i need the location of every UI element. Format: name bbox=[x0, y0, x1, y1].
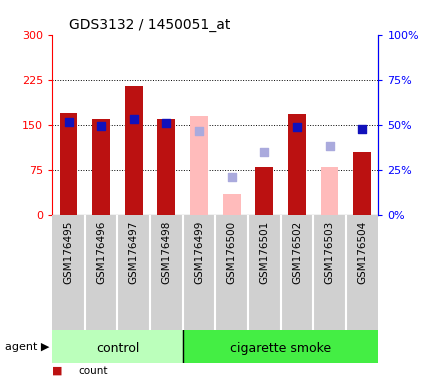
Point bbox=[358, 126, 365, 132]
Bar bbox=[85, 215, 117, 330]
Point bbox=[97, 123, 105, 129]
Bar bbox=[125, 86, 142, 215]
Text: GSM176504: GSM176504 bbox=[356, 221, 366, 284]
Bar bbox=[247, 215, 280, 330]
Text: GSM176503: GSM176503 bbox=[324, 221, 334, 284]
Point bbox=[227, 174, 234, 180]
Bar bbox=[190, 116, 207, 215]
Text: GSM176496: GSM176496 bbox=[96, 221, 106, 284]
Point bbox=[195, 128, 202, 134]
Text: agent ▶: agent ▶ bbox=[5, 341, 49, 352]
Point bbox=[65, 119, 72, 125]
Bar bbox=[52, 330, 182, 363]
Bar bbox=[182, 330, 378, 363]
Text: count: count bbox=[78, 366, 108, 376]
Bar bbox=[352, 152, 370, 215]
Bar bbox=[92, 119, 110, 215]
Text: GSM176495: GSM176495 bbox=[63, 221, 73, 284]
Bar bbox=[287, 114, 305, 215]
Bar bbox=[280, 215, 312, 330]
Point bbox=[130, 116, 137, 122]
Text: GSM176500: GSM176500 bbox=[226, 221, 236, 284]
Bar bbox=[157, 119, 175, 215]
Point bbox=[162, 120, 169, 126]
Bar bbox=[117, 215, 150, 330]
Text: cigarette smoke: cigarette smoke bbox=[230, 342, 330, 355]
Text: GSM176499: GSM176499 bbox=[194, 221, 204, 284]
Text: GSM176501: GSM176501 bbox=[259, 221, 269, 284]
Bar bbox=[222, 194, 240, 215]
Bar bbox=[345, 215, 378, 330]
Bar bbox=[255, 167, 273, 215]
Bar bbox=[215, 215, 247, 330]
Point bbox=[326, 143, 332, 149]
Bar bbox=[320, 167, 338, 215]
Text: GSM176502: GSM176502 bbox=[291, 221, 301, 284]
Bar bbox=[312, 215, 345, 330]
Text: GDS3132 / 1450051_at: GDS3132 / 1450051_at bbox=[69, 18, 229, 32]
Bar bbox=[52, 215, 85, 330]
Point bbox=[260, 149, 267, 155]
Point bbox=[293, 124, 299, 130]
Text: control: control bbox=[95, 342, 139, 355]
Bar bbox=[150, 215, 182, 330]
Bar bbox=[182, 215, 215, 330]
Bar bbox=[59, 113, 77, 215]
Text: GSM176497: GSM176497 bbox=[128, 221, 138, 284]
Text: GSM176498: GSM176498 bbox=[161, 221, 171, 284]
Text: ■: ■ bbox=[52, 366, 62, 376]
